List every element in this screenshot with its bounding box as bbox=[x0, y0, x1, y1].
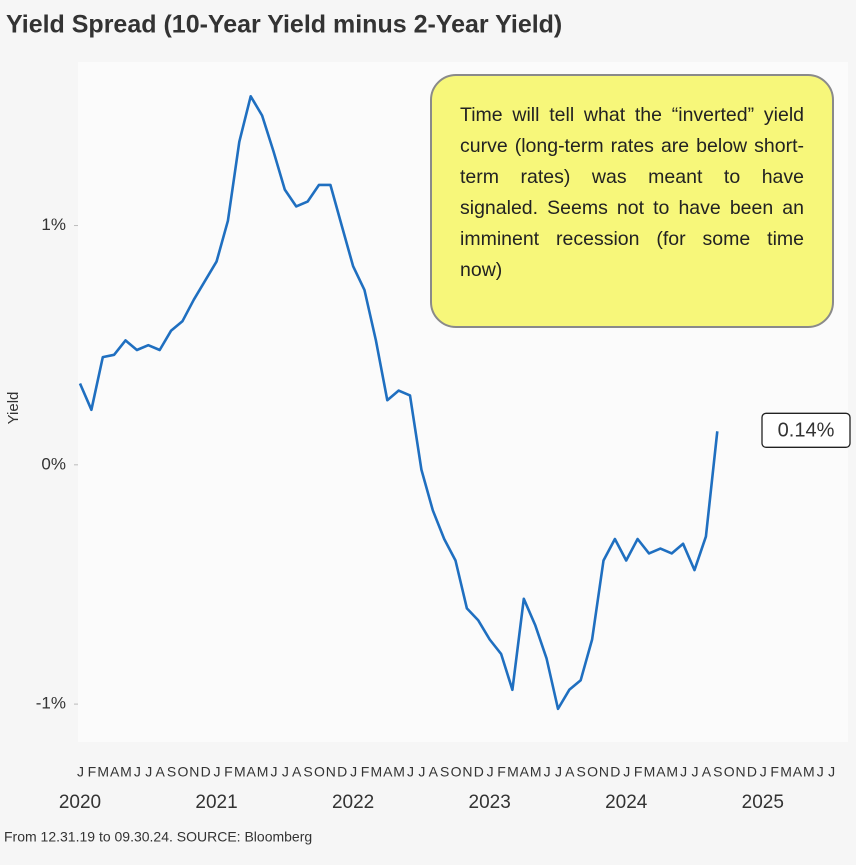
footer: From 12.31.19 to 09.30.24. SOURCE: Bloom… bbox=[4, 829, 312, 845]
x-tick-label: M bbox=[530, 764, 541, 780]
x-tick-label: J bbox=[828, 764, 834, 780]
x-tick-label: J bbox=[487, 764, 493, 780]
x-tick-label: F bbox=[770, 764, 778, 780]
x-tick-label: S bbox=[440, 764, 449, 780]
x-tick-label: J bbox=[555, 764, 561, 780]
x-tick-label: M bbox=[803, 764, 814, 780]
year-label: 2025 bbox=[742, 792, 784, 813]
x-tick-label: F bbox=[88, 764, 96, 780]
x-tick-label: J bbox=[544, 764, 550, 780]
x-tick-label: M bbox=[234, 764, 245, 780]
year-label: 2021 bbox=[195, 792, 237, 813]
x-tick-label: A bbox=[383, 764, 393, 780]
x-tick-label: M bbox=[780, 764, 791, 780]
value-label-box bbox=[761, 412, 851, 448]
x-tick-label: A bbox=[292, 764, 302, 780]
x-tick-label: F bbox=[634, 764, 642, 780]
x-tick-label: S bbox=[713, 764, 722, 780]
x-tick-label: M bbox=[666, 764, 677, 780]
x-tick-label: O bbox=[587, 764, 598, 780]
y-tick-label: 1% bbox=[41, 215, 66, 234]
x-tick-label: J bbox=[623, 764, 629, 780]
x-tick-label: M bbox=[97, 764, 108, 780]
x-tick-label: N bbox=[599, 764, 608, 780]
x-tick-label: S bbox=[167, 764, 176, 780]
x-tick-label: D bbox=[201, 764, 211, 780]
x-tick-label: N bbox=[326, 764, 335, 780]
x-tick-label: N bbox=[189, 764, 198, 780]
x-tick-label: A bbox=[520, 764, 530, 780]
x-tick-label: M bbox=[371, 764, 382, 780]
x-tick-label: J bbox=[270, 764, 276, 780]
x-tick-label: J bbox=[407, 764, 413, 780]
year-label: 2020 bbox=[59, 792, 101, 813]
year-label: 2023 bbox=[469, 792, 511, 813]
x-tick-label: A bbox=[565, 764, 575, 780]
x-tick-label: J bbox=[145, 764, 151, 780]
x-tick-label: M bbox=[393, 764, 404, 780]
year-label: 2022 bbox=[332, 792, 374, 813]
x-tick-label: S bbox=[577, 764, 586, 780]
x-tick-label: J bbox=[134, 764, 140, 780]
annotation: Time will tell what the “inverted” yield… bbox=[430, 74, 834, 328]
year-label: 2024 bbox=[605, 792, 648, 813]
x-tick-label: A bbox=[793, 764, 803, 780]
x-tick-label: J bbox=[282, 764, 288, 780]
y-axis-label: Yield bbox=[5, 392, 22, 425]
x-tick-label: F bbox=[361, 764, 369, 780]
x-tick-label: D bbox=[474, 764, 484, 780]
x-tick-label: A bbox=[702, 764, 712, 780]
x-tick-label: J bbox=[817, 764, 823, 780]
chart-title: Yield Spread (10-Year Yield minus 2-Year… bbox=[6, 11, 562, 39]
x-tick-label: S bbox=[303, 764, 312, 780]
x-tick-label: M bbox=[507, 764, 518, 780]
x-tick-label: M bbox=[120, 764, 131, 780]
x-tick-label: D bbox=[747, 764, 757, 780]
x-tick-label: F bbox=[497, 764, 505, 780]
x-tick-label: O bbox=[451, 764, 462, 780]
x-tick-label: N bbox=[462, 764, 471, 780]
y-tick-label: -1% bbox=[36, 694, 66, 713]
x-tick-label: N bbox=[735, 764, 744, 780]
value-label: 0.14% bbox=[778, 420, 835, 442]
x-tick-label: J bbox=[350, 764, 356, 780]
x-tick-label: D bbox=[337, 764, 347, 780]
line bbox=[78, 95, 719, 711]
x-tick-label: M bbox=[257, 764, 268, 780]
x-tick-label: A bbox=[155, 764, 165, 780]
x-tick-label: J bbox=[214, 764, 220, 780]
x-tick-label: A bbox=[247, 764, 257, 780]
y-tick-label: 0% bbox=[41, 454, 66, 473]
x-tick-label: A bbox=[656, 764, 666, 780]
x-tick-label: O bbox=[724, 764, 735, 780]
x-tick-label: O bbox=[314, 764, 325, 780]
x-tick-label: J bbox=[680, 764, 686, 780]
x-tick-label: A bbox=[429, 764, 439, 780]
x-tick-label: O bbox=[177, 764, 188, 780]
x-tick-label: D bbox=[610, 764, 620, 780]
x-tick-label: J bbox=[418, 764, 424, 780]
x-tick-label: J bbox=[692, 764, 698, 780]
x-tick-label: J bbox=[760, 764, 766, 780]
x-tick-label: A bbox=[110, 764, 120, 780]
x-tick-label: J bbox=[77, 764, 83, 780]
x-tick-label: M bbox=[644, 764, 655, 780]
x-tick-label: F bbox=[224, 764, 232, 780]
